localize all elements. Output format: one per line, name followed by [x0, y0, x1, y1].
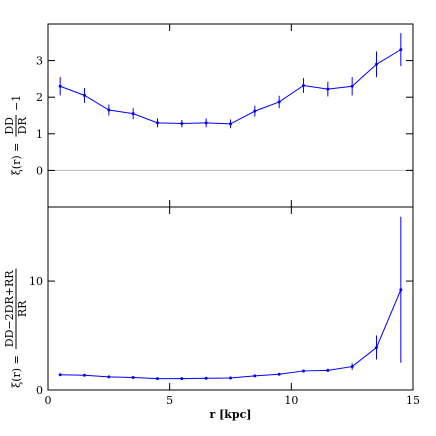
- data-point: [399, 288, 403, 292]
- data-point: [229, 376, 232, 380]
- data-point: [156, 377, 159, 381]
- data-point: [229, 122, 232, 126]
- y-tick-label: 1: [36, 128, 43, 141]
- data-point: [253, 374, 257, 378]
- x-axis-label: r [kpc]: [209, 408, 251, 421]
- y-tick-label: 0: [36, 164, 43, 177]
- y-tick-label: 2: [36, 91, 43, 104]
- data-point: [399, 48, 403, 52]
- data-point: [277, 100, 281, 104]
- y-label-numerator: DD: [3, 117, 16, 135]
- plot-frame: [47, 23, 414, 208]
- y-label-rhs: −1: [10, 95, 23, 111]
- data-point: [326, 368, 330, 372]
- data-line: [59, 49, 402, 125]
- y-tick-label: 0: [36, 384, 43, 397]
- y-label-lhs: ξ(r) =: [10, 355, 23, 388]
- data-point: [58, 373, 62, 377]
- y-tick-label: 3: [36, 55, 43, 68]
- data-point: [180, 122, 184, 126]
- data-point: [107, 108, 111, 112]
- data-point: [277, 372, 281, 376]
- data-point: [204, 121, 208, 125]
- data-point: [58, 84, 62, 88]
- data-point: [131, 112, 135, 116]
- y-label-denominator: RR: [16, 300, 29, 317]
- data-point: [107, 375, 111, 379]
- data-point: [375, 346, 378, 350]
- data-line: [60, 289, 402, 380]
- data-point: [83, 373, 86, 377]
- y-axis-label: ξ(r) = DD DR −1: [3, 95, 29, 175]
- x-tick-label: 15: [406, 394, 420, 407]
- x-tick-label: 10: [284, 394, 298, 407]
- data-point: [180, 377, 184, 381]
- data-point: [350, 365, 354, 369]
- x-tick-label: 5: [166, 394, 173, 407]
- y-label-denominator: DR: [16, 117, 29, 135]
- data-point: [253, 109, 257, 113]
- y-tick-label: 10: [29, 275, 43, 288]
- x-tick-label: 0: [45, 394, 52, 407]
- y-label-lhs: ξ(r) =: [10, 143, 23, 176]
- y-axis-label: ξ(r) = DD−2DR+RR RR: [3, 268, 29, 388]
- y-label-numerator: DD−2DR+RR: [3, 270, 16, 347]
- data-point: [156, 121, 159, 125]
- data-point: [302, 369, 305, 373]
- data-point: [350, 84, 354, 88]
- data-point: [302, 83, 305, 87]
- data-point: [326, 87, 330, 91]
- data-point: [375, 62, 378, 66]
- data-point: [204, 376, 208, 380]
- data-point: [131, 375, 135, 379]
- data-point: [83, 93, 86, 97]
- plot-frame: [47, 206, 414, 391]
